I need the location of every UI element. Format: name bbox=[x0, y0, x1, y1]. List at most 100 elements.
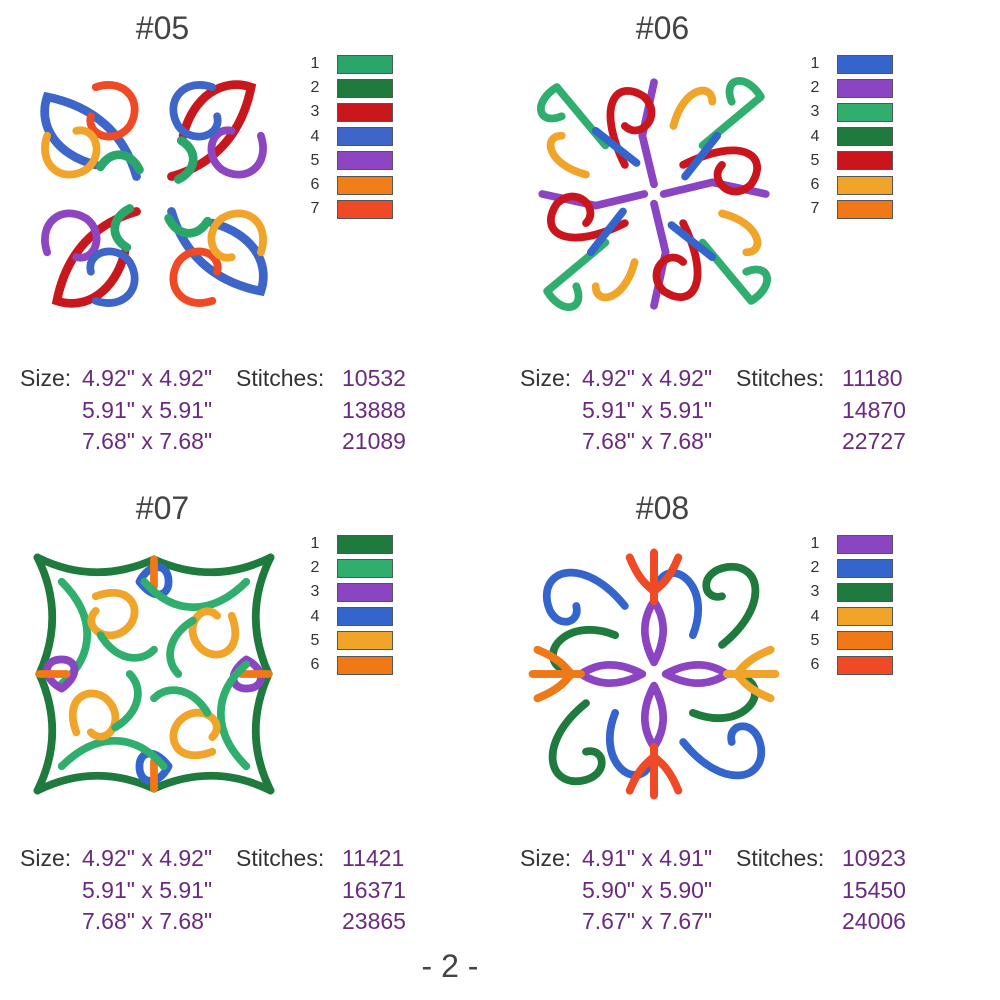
stitches-label: Stitches: bbox=[736, 845, 825, 871]
color-swatch bbox=[837, 78, 893, 98]
color-swatch bbox=[837, 127, 893, 147]
color-number: 2 bbox=[810, 559, 820, 577]
color-swatch bbox=[837, 655, 893, 675]
color-swatch bbox=[337, 631, 393, 651]
color-row: 4 bbox=[805, 125, 905, 149]
color-number: 5 bbox=[310, 151, 320, 169]
spec-row: Size: 4.92" x 4.92" Stitches: 11180 bbox=[520, 365, 940, 397]
design-panel-07: #07 bbox=[0, 480, 500, 960]
color-row: 7 bbox=[805, 197, 905, 221]
color-number: 4 bbox=[810, 127, 820, 145]
color-number: 2 bbox=[310, 79, 320, 97]
stitches-value: 14870 bbox=[842, 396, 906, 423]
size-value: 4.91" x 4.91" bbox=[582, 845, 713, 871]
spec-row: 5.91" x 5.91" 13888 bbox=[20, 397, 440, 429]
color-number: 7 bbox=[310, 200, 320, 218]
size-value: 4.92" x 4.92" bbox=[82, 845, 213, 871]
spec-row: 5.90" x 5.90" 15450 bbox=[520, 877, 940, 909]
color-row: 2 bbox=[805, 76, 905, 100]
color-swatch bbox=[337, 607, 393, 627]
stitches-value: 21089 bbox=[342, 428, 406, 454]
color-row: 1 bbox=[305, 52, 405, 76]
color-swatch bbox=[837, 175, 893, 195]
stitches-value: 11421 bbox=[342, 845, 405, 871]
spec-row: 5.91" x 5.91" 16371 bbox=[20, 877, 440, 909]
stitches-value: 15450 bbox=[842, 876, 906, 903]
size-label: Size: bbox=[20, 845, 72, 871]
color-chart: 1 2 3 4 5 6 bbox=[305, 532, 405, 677]
spec-row: 5.91" x 5.91" 14870 bbox=[520, 397, 940, 429]
size-value: 4.92" x 4.92" bbox=[82, 365, 213, 391]
stitches-value: 13888 bbox=[342, 396, 406, 423]
color-row: 6 bbox=[305, 653, 405, 677]
color-number: 1 bbox=[310, 535, 320, 553]
spec-table: Size: 4.91" x 4.91" Stitches: 10923 5.90… bbox=[520, 845, 940, 940]
color-row: 3 bbox=[305, 580, 405, 604]
stitches-value: 10923 bbox=[842, 845, 906, 871]
color-number: 6 bbox=[810, 656, 820, 674]
design-title: #07 bbox=[135, 490, 190, 526]
design-panel-05: #05 bbox=[0, 0, 500, 480]
color-swatch bbox=[337, 78, 393, 98]
color-row: 4 bbox=[305, 125, 405, 149]
stitches-label: Stitches: bbox=[736, 365, 825, 391]
color-number: 3 bbox=[310, 583, 320, 601]
color-swatch bbox=[837, 558, 893, 578]
stitches-value: 16371 bbox=[342, 876, 406, 903]
size-value: 7.68" x 7.68" bbox=[82, 908, 213, 934]
color-swatch bbox=[337, 558, 393, 578]
color-number: 5 bbox=[310, 631, 320, 649]
page-number: - 2 - bbox=[421, 948, 479, 984]
stitches-value: 10532 bbox=[342, 365, 406, 391]
design-title: #06 bbox=[635, 10, 690, 46]
color-row: 1 bbox=[805, 52, 905, 76]
color-swatch bbox=[337, 151, 393, 171]
color-swatch bbox=[837, 102, 893, 122]
color-row: 5 bbox=[305, 149, 405, 173]
color-row: 3 bbox=[805, 580, 905, 604]
color-swatch bbox=[837, 534, 893, 554]
stitches-label: Stitches: bbox=[236, 365, 325, 391]
size-label: Size: bbox=[520, 845, 572, 871]
color-swatch bbox=[837, 151, 893, 171]
embroidery-design-image bbox=[40, 80, 268, 308]
color-number: 4 bbox=[310, 607, 320, 625]
color-chart: 1 2 3 4 5 6 7 bbox=[805, 52, 905, 221]
color-row: 5 bbox=[805, 149, 905, 173]
stitches-value: 22727 bbox=[842, 428, 906, 454]
spec-table: Size: 4.92" x 4.92" Stitches: 11421 5.91… bbox=[20, 845, 440, 940]
size-value: 7.68" x 7.68" bbox=[82, 428, 213, 454]
color-number: 1 bbox=[810, 535, 820, 553]
size-value: 5.91" x 5.91" bbox=[582, 396, 713, 423]
color-number: 6 bbox=[310, 176, 320, 194]
design-title: #05 bbox=[135, 10, 190, 46]
color-number: 4 bbox=[810, 607, 820, 625]
spec-row: 7.68" x 7.68" 22727 bbox=[520, 428, 940, 460]
size-value: 4.92" x 4.92" bbox=[582, 365, 713, 391]
color-row: 7 bbox=[305, 197, 405, 221]
color-number: 1 bbox=[810, 55, 820, 73]
spec-row: Size: 4.92" x 4.92" Stitches: 11421 bbox=[20, 845, 440, 877]
color-row: 6 bbox=[805, 653, 905, 677]
spec-row: 7.68" x 7.68" 23865 bbox=[20, 908, 440, 940]
embroidery-design-image bbox=[537, 77, 771, 311]
color-number: 2 bbox=[310, 559, 320, 577]
color-swatch bbox=[337, 534, 393, 554]
stitches-value: 24006 bbox=[842, 908, 906, 934]
color-row: 6 bbox=[805, 173, 905, 197]
color-row: 4 bbox=[805, 605, 905, 629]
color-row: 6 bbox=[305, 173, 405, 197]
color-row: 2 bbox=[305, 76, 405, 100]
color-number: 5 bbox=[810, 631, 820, 649]
size-value: 7.67" x 7.67" bbox=[582, 908, 713, 934]
embroidery-design-image bbox=[528, 548, 780, 800]
color-chart: 1 2 3 4 5 6 bbox=[805, 532, 905, 677]
color-row: 4 bbox=[305, 605, 405, 629]
spec-row: Size: 4.91" x 4.91" Stitches: 10923 bbox=[520, 845, 940, 877]
color-swatch bbox=[837, 199, 893, 219]
color-row: 3 bbox=[805, 100, 905, 124]
color-row: 2 bbox=[305, 556, 405, 580]
spec-table: Size: 4.92" x 4.92" Stitches: 10532 5.91… bbox=[20, 365, 440, 460]
color-row: 1 bbox=[305, 532, 405, 556]
color-number: 2 bbox=[810, 79, 820, 97]
